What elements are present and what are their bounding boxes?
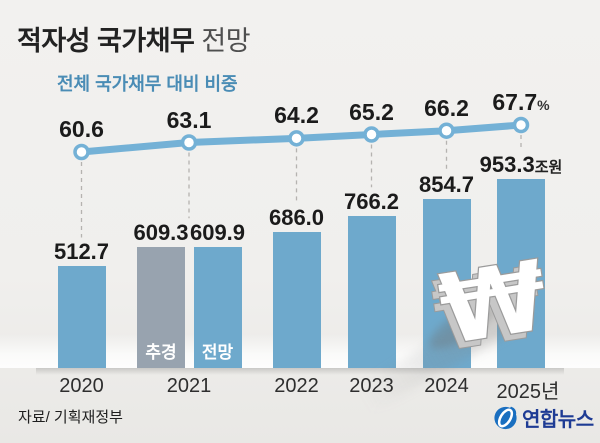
news-agency-logo: 연합뉴스 (492, 403, 594, 432)
bar-2021-추경 (137, 247, 185, 368)
svg-text:₩: ₩ (432, 239, 554, 366)
line-value-label: 65.2 (349, 98, 394, 125)
bar-value-label: 854.7 (418, 171, 475, 197)
bar-2024 (422, 198, 471, 368)
bar-2025년 (497, 179, 545, 368)
bar-value-label: 686.0 (268, 205, 325, 231)
line-value-label: 60.6 (59, 116, 104, 142)
bar-2023 (347, 216, 396, 368)
page-title: 적자성 국가채무 전망 (17, 19, 251, 58)
axis-label-2024: 2024 (424, 375, 469, 397)
bar-tag-추경: 추경 (145, 343, 177, 362)
source-credit: 자료/ 기획재정부 (18, 409, 123, 426)
bar-value-label: 766.2 (343, 189, 400, 215)
bar-unit-label: 조원 (534, 159, 563, 177)
yonhap-swirl-icon (494, 406, 517, 430)
page-title-main: 적자성 국가채무 (17, 26, 195, 56)
line-marker (512, 116, 530, 134)
page-title-suffix: 전망 (194, 26, 251, 56)
line-value-label: 63.1 (166, 106, 212, 133)
line-value-label: 67.7% (492, 89, 550, 116)
line-series-legend: 전체 국가채무 대비 비중 (57, 74, 238, 94)
bar-value-label: 512.7 (53, 239, 110, 265)
line-value-label: 66.2 (424, 94, 469, 121)
line-marker (73, 143, 90, 161)
bar-tag-전망: 전망 (201, 343, 234, 362)
bar-value-label: 609.9 (189, 220, 246, 246)
line-marker (180, 134, 198, 151)
bar-value-label: 609.3 (133, 220, 189, 246)
axis-label-2022: 2022 (274, 375, 319, 397)
bar-2020 (57, 266, 106, 368)
axis-label-2025년: 2025년 (496, 381, 560, 403)
bar-value-label: 953.3조원 (479, 152, 563, 178)
line-marker (288, 130, 305, 147)
axis-label-2021: 2021 (166, 375, 212, 397)
bar-2021-전망 (193, 247, 242, 368)
line-marker (438, 122, 455, 139)
svg-text:₩: ₩ (427, 246, 549, 373)
line-value-label: 64.2 (274, 102, 319, 129)
bar-2022 (272, 232, 321, 368)
axis-label-2023: 2023 (349, 375, 394, 397)
line-marker (363, 126, 380, 143)
baseline-shadow (36, 368, 564, 375)
axis-label-2020: 2020 (59, 375, 104, 397)
news-agency-name: 연합뉴스 (522, 409, 594, 431)
line-unit-label: % (537, 97, 550, 114)
won-currency-icon: ₩ ₩ (426, 238, 556, 374)
